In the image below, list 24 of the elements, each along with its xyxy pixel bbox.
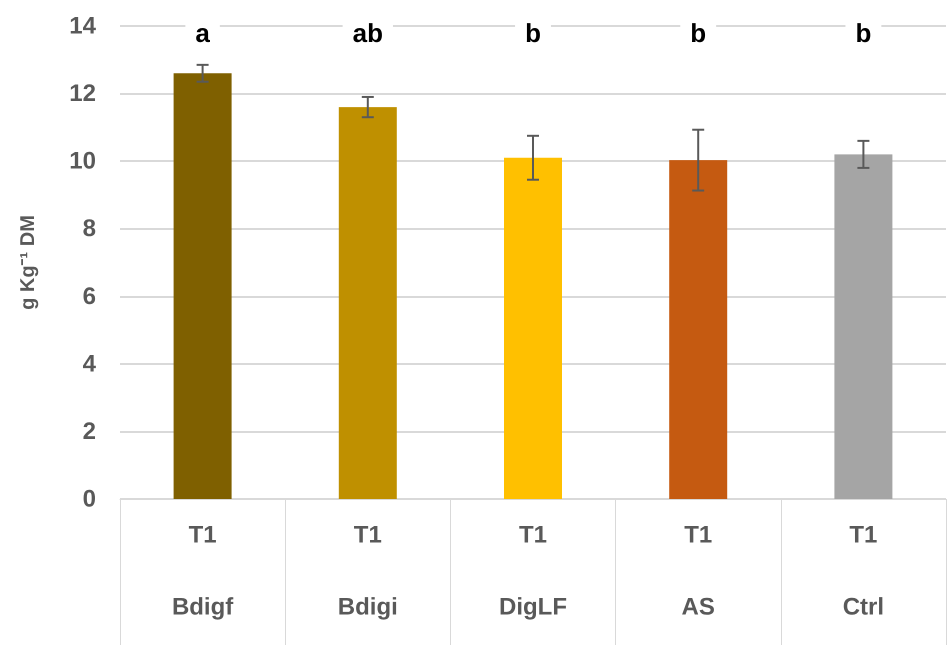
category-label: T1 Bdigf bbox=[172, 522, 234, 620]
bar bbox=[504, 158, 562, 499]
y-tick-label: 4 bbox=[82, 350, 97, 378]
category-label: T1 Ctrl bbox=[842, 522, 884, 620]
y-tick-label: 14 bbox=[69, 12, 97, 40]
bar bbox=[174, 73, 232, 499]
annotation: b bbox=[525, 18, 541, 48]
annotation: b bbox=[855, 18, 872, 48]
bar bbox=[669, 160, 728, 499]
y-tick-label: 10 bbox=[69, 148, 96, 175]
y-tick-label: 6 bbox=[82, 282, 96, 310]
category-label: T1 AS bbox=[682, 522, 715, 620]
y-tick-label: 12 bbox=[69, 80, 96, 108]
category-label: T1 DigLF bbox=[499, 522, 567, 620]
annotation: ab bbox=[352, 18, 383, 48]
bar bbox=[338, 107, 397, 499]
y-tick-label: 2 bbox=[82, 418, 96, 445]
bar bbox=[834, 154, 892, 499]
category-label: T1 Bdigi bbox=[338, 522, 398, 620]
y-tick-label: 0 bbox=[82, 486, 96, 512]
y-axis-title: g Kg⁻¹ DM bbox=[17, 215, 39, 310]
annotation: a bbox=[195, 18, 210, 48]
annotation: b bbox=[690, 18, 706, 48]
y-tick-label: 8 bbox=[82, 215, 96, 242]
